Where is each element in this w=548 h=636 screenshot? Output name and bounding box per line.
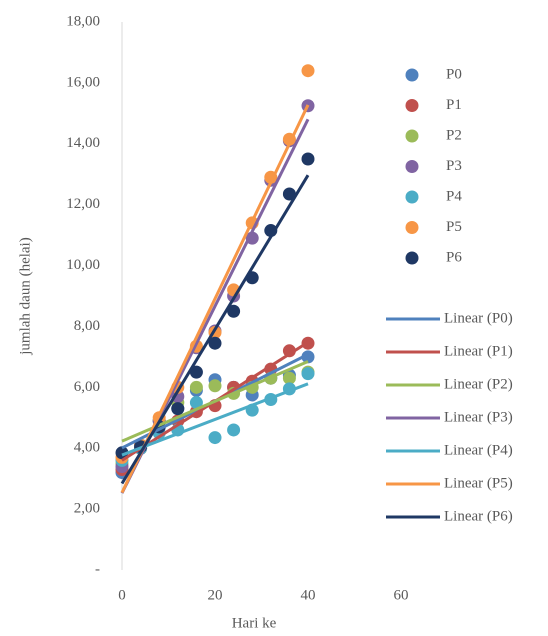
point: [189, 396, 203, 410]
legend-label: Linear (P6): [444, 508, 513, 524]
point: [115, 446, 129, 460]
x-tick-label: 0: [118, 587, 126, 603]
point: [208, 336, 222, 350]
legend-label: Linear (P4): [444, 442, 513, 458]
point: [301, 367, 315, 381]
x-axis-title: Hari ke: [232, 615, 277, 631]
point: [227, 423, 241, 437]
legend-marker: [405, 129, 419, 143]
legend-label: P3: [446, 158, 462, 174]
y-tick-label: -: [95, 561, 100, 577]
x-tick-label: 60: [394, 587, 409, 603]
x-tick-label: 40: [301, 587, 316, 603]
legend-label: P5: [446, 219, 462, 235]
legend-label: P0: [446, 66, 462, 82]
point: [301, 152, 315, 166]
legend-label: Linear (P5): [444, 475, 513, 491]
x-tick-label: 20: [208, 587, 223, 603]
trendline: [120, 104, 310, 494]
legend-label: Linear (P3): [444, 409, 513, 425]
trendline: [120, 174, 310, 485]
point: [189, 380, 203, 394]
point: [208, 379, 222, 393]
point: [282, 344, 296, 358]
point: [301, 350, 315, 364]
y-tick-label: 14,00: [66, 135, 100, 151]
legend-label: Linear (P1): [444, 343, 513, 359]
legend-label: P6: [446, 249, 462, 265]
point: [208, 431, 222, 445]
legend-marker: [405, 251, 419, 265]
trendline: [121, 382, 309, 457]
y-tick-label: 12,00: [66, 196, 100, 212]
y-tick-label: 8,00: [74, 318, 100, 334]
point: [189, 365, 203, 379]
point: [282, 371, 296, 385]
legend-label: P1: [446, 97, 462, 113]
y-tick-label: 10,00: [66, 257, 100, 273]
legend-marker: [405, 221, 419, 234]
legend-marker: [405, 68, 419, 82]
legend-label: Linear (P0): [444, 310, 513, 326]
y-tick-label: 18,00: [66, 13, 100, 29]
y-tick-label: 6,00: [74, 379, 100, 395]
point: [171, 402, 185, 416]
y-tick-label: 16,00: [66, 74, 100, 90]
y-axis-title: jumlah daun (helai): [17, 237, 33, 355]
point: [171, 389, 185, 403]
legend-label: P4: [446, 188, 462, 204]
y-tick-label: 2,00: [74, 501, 100, 517]
legend-marker: [405, 160, 419, 173]
point: [282, 187, 296, 201]
point: [301, 64, 315, 78]
legend-label: Linear (P2): [444, 376, 513, 392]
legend-label: P2: [446, 127, 462, 143]
y-tick-label: 4,00: [74, 440, 100, 456]
legend-marker: [405, 99, 419, 112]
point: [227, 304, 241, 318]
legend-marker: [405, 190, 419, 204]
